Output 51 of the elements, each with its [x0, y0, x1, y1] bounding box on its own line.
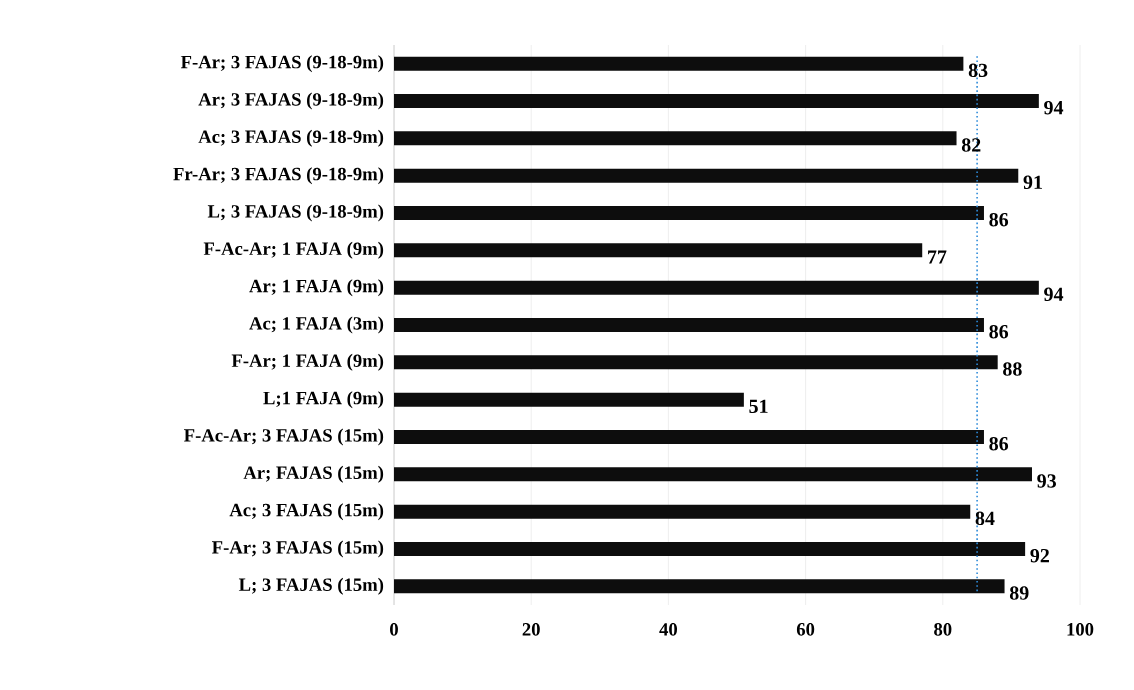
y-tick-label: Ac; 3 FAJAS (15m) — [229, 503, 384, 521]
y-tick-label: F-Ac-Ar; 1 FAJA (9m) — [203, 241, 384, 259]
bar — [394, 280, 1039, 295]
data-label: 51 — [749, 399, 768, 414]
bar — [394, 542, 1026, 556]
data-label: 77 — [928, 250, 947, 264]
y-tick-label: Ac; 1 FAJA (3m) — [249, 316, 384, 334]
data-label: 84 — [975, 511, 995, 526]
bar — [394, 318, 984, 332]
data-label: 93 — [1037, 474, 1056, 488]
data-label: 94 — [1044, 287, 1064, 302]
y-tick-label: L; 3 FAJAS (15m) — [238, 577, 384, 595]
data-label: 86 — [989, 212, 1009, 227]
data-label: 89 — [1009, 586, 1029, 600]
y-tick-label: Ar; 3 FAJAS (9-18-9m) — [198, 92, 384, 110]
bar — [394, 579, 1005, 594]
x-tick-label: 40 — [659, 623, 678, 636]
data-label: 88 — [1003, 362, 1022, 376]
bar — [394, 94, 1039, 108]
y-tick-label: Ac; 3 FAJAS (9-18-9m) — [198, 129, 384, 147]
x-tick-label: 0 — [390, 623, 398, 636]
bar — [394, 504, 971, 519]
y-tick-label: F-Ar; 3 FAJAS (9-18-9m) — [180, 55, 384, 73]
bar — [394, 131, 957, 146]
data-label: 86 — [989, 436, 1009, 451]
y-tick-label: F-Ar; 1 FAJA (9m) — [231, 353, 384, 371]
data-label: 94 — [1044, 100, 1064, 115]
data-label: 86 — [989, 324, 1009, 339]
y-tick-label: Ar; 1 FAJA (9m) — [249, 279, 384, 297]
data-label: 91 — [1023, 175, 1042, 190]
data-label: 82 — [961, 138, 981, 152]
x-tick-label: 20 — [522, 623, 540, 636]
y-tick-label: Fr-Ar; 3 FAJAS (9-18-9m) — [173, 167, 384, 185]
y-tick-label: L;1 FAJA (9m) — [263, 391, 384, 409]
bar — [394, 168, 1019, 183]
y-tick-label: F-Ac-Ar; 3 FAJAS (15m) — [184, 428, 384, 446]
bar — [394, 56, 964, 71]
y-tick-label: L; 3 FAJAS (9-18-9m) — [207, 204, 384, 222]
x-tick-label: 60 — [796, 623, 815, 636]
y-tick-label: F-Ar; 3 FAJAS (15m) — [212, 540, 384, 558]
bar — [394, 392, 744, 407]
bar — [394, 206, 984, 220]
data-label: 92 — [1030, 548, 1049, 563]
data-label: 83 — [968, 63, 988, 78]
y-tick-label: Ar; FAJAS (15m) — [243, 465, 384, 483]
x-tick-label: 80 — [934, 623, 952, 636]
bar — [394, 243, 923, 258]
bar — [394, 467, 1032, 482]
x-tick-label: 100 — [1067, 623, 1094, 636]
bar — [394, 355, 998, 370]
bar — [394, 430, 984, 444]
